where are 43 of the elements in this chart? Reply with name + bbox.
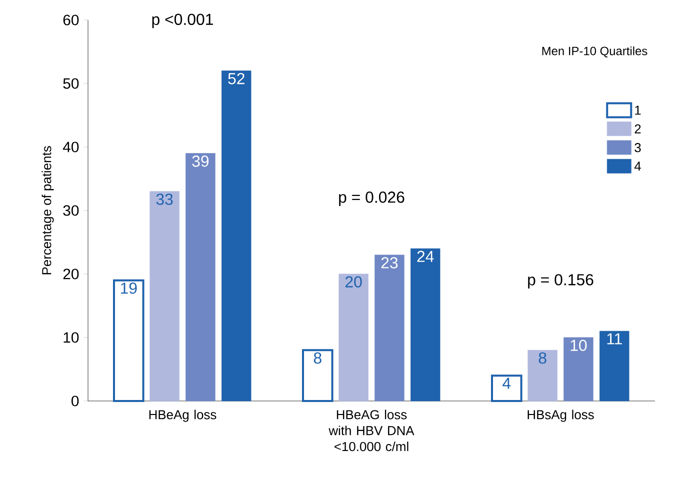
- legend-label: 4: [634, 162, 641, 171]
- y-tick-label: 10: [64, 332, 79, 343]
- annotation: p = 0.026: [339, 192, 404, 206]
- y-tick-label: 60: [63, 14, 79, 26]
- data-label: 24: [417, 250, 434, 262]
- data-label: 20: [345, 276, 362, 288]
- y-tick-label: 50: [63, 78, 79, 89]
- y-tick-label: 20: [63, 268, 79, 280]
- data-label: 39: [192, 156, 209, 167]
- data-label: 11: [607, 333, 622, 344]
- y-tick-label: 30: [63, 205, 79, 216]
- data-label: 19: [120, 282, 137, 294]
- bar: [600, 330, 630, 402]
- data-label: 8: [314, 352, 322, 364]
- x-tick-label: HBeAg loss: [149, 410, 216, 422]
- data-label: 4: [502, 378, 511, 389]
- legend-label: 1: [635, 106, 641, 115]
- bar: [112, 279, 144, 402]
- bar: [490, 374, 522, 402]
- legend-label: 2: [634, 124, 641, 134]
- data-label: 23: [381, 257, 398, 268]
- annotation: p <0.001: [152, 14, 213, 28]
- bar: [222, 70, 252, 402]
- annotation: p = 0.156: [528, 274, 594, 289]
- x-tick-label: HBsAg loss: [528, 410, 594, 422]
- bar: [528, 350, 558, 402]
- data-label: 8: [538, 352, 546, 364]
- bar: [302, 349, 334, 402]
- bar: [150, 191, 180, 402]
- y-tick-label: 40: [62, 142, 79, 152]
- data-label: 10: [570, 340, 587, 351]
- bar: [186, 153, 216, 402]
- bar: [410, 248, 440, 402]
- bar: [374, 254, 404, 402]
- legend-title: Men IP-10 Quartiles: [542, 46, 648, 58]
- data-label: 52: [228, 72, 244, 84]
- legend-label: 3: [634, 143, 641, 152]
- bar: [338, 274, 368, 402]
- data-label: 33: [156, 194, 173, 205]
- y-axis-title: Percentage of patients: [42, 146, 54, 274]
- x-tick-label: HBeAG loss with HBV DNA <10.000 c/ml: [328, 410, 414, 452]
- bar: [564, 337, 594, 402]
- y-tick-label: 0: [72, 396, 79, 406]
